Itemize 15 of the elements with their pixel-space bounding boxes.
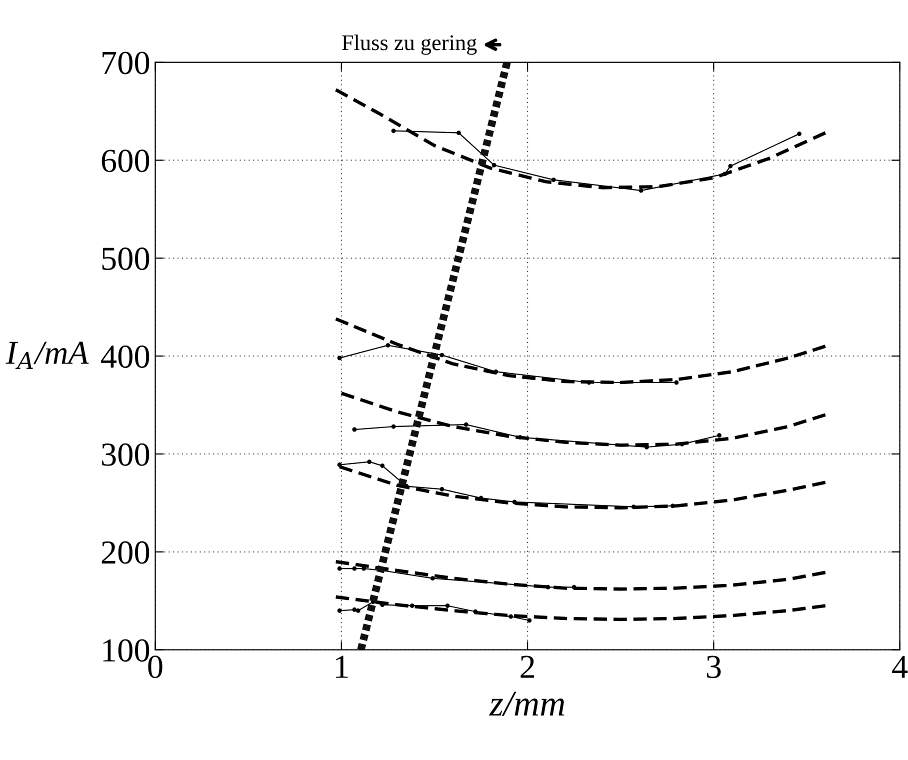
x-tick-label: 2 bbox=[520, 656, 534, 678]
x-axis-title: z/mm bbox=[489, 692, 564, 716]
x-tick-label: 4 bbox=[892, 656, 908, 678]
y-tick-label: 600 bbox=[102, 150, 150, 172]
y-axis-title: I$_{A}$/mA bbox=[6, 342, 89, 369]
y-tick-label: 700 bbox=[102, 52, 150, 74]
y-tick-label: 400 bbox=[101, 345, 150, 368]
y-tick-label: 300 bbox=[102, 443, 150, 466]
text: Fluss zu gering bbox=[342, 34, 477, 55]
x-tick-label: 3 bbox=[706, 656, 721, 678]
y-tick-label: 200 bbox=[102, 541, 150, 564]
x-tick-label: 1 bbox=[336, 656, 348, 678]
y-tick-label: 100 bbox=[103, 639, 150, 662]
y-tick-label: 500 bbox=[102, 248, 150, 270]
x-tick-label: 0 bbox=[148, 656, 162, 678]
